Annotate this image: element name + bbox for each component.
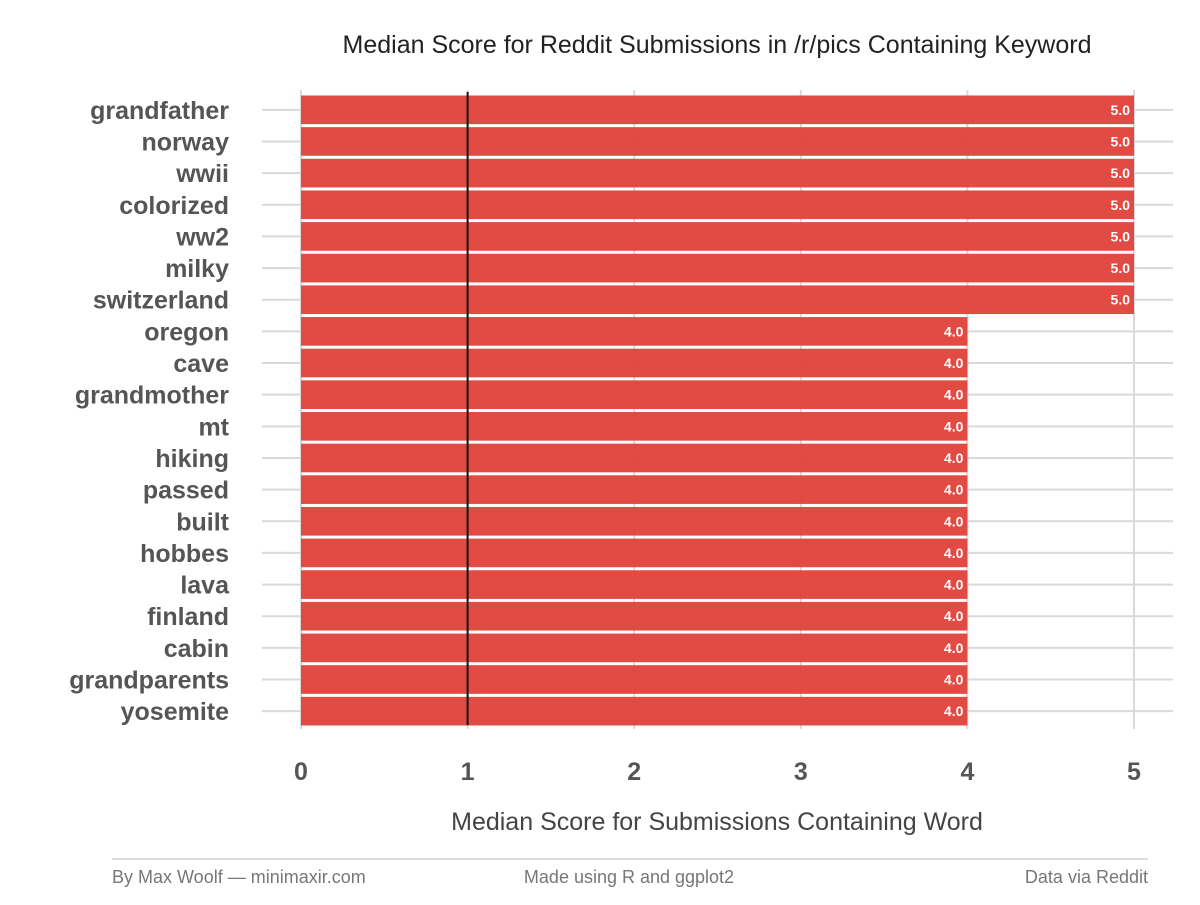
bar bbox=[301, 348, 968, 378]
bar bbox=[301, 190, 1134, 220]
bar-value-label: 4.0 bbox=[944, 672, 964, 688]
category-label: norway bbox=[141, 128, 229, 156]
bar-value-label: 4.0 bbox=[944, 355, 964, 371]
bar-value-label: 5.0 bbox=[1111, 197, 1131, 213]
bar bbox=[301, 412, 968, 441]
footer-source: Data via Reddit bbox=[1025, 867, 1148, 887]
category-label: hiking bbox=[155, 445, 229, 473]
category-label: mt bbox=[198, 413, 229, 441]
category-label: ww2 bbox=[175, 223, 229, 251]
category-label: grandparents bbox=[69, 667, 229, 695]
bar-value-label: 4.0 bbox=[944, 482, 964, 498]
footer-credit: By Max Woolf — minimaxir.com bbox=[112, 867, 366, 887]
category-label: oregon bbox=[144, 318, 229, 346]
bar bbox=[301, 253, 1134, 283]
bar bbox=[301, 222, 1134, 251]
category-label: grandfather bbox=[90, 97, 229, 125]
bar-value-label: 5.0 bbox=[1111, 165, 1131, 181]
category-label: finland bbox=[147, 603, 229, 631]
bar-value-label: 4.0 bbox=[944, 418, 964, 434]
category-label: hobbes bbox=[140, 540, 229, 568]
bar bbox=[301, 317, 968, 346]
bar-value-label: 4.0 bbox=[944, 513, 964, 529]
bar-value-label: 5.0 bbox=[1111, 228, 1131, 244]
bar bbox=[301, 95, 1134, 125]
bar bbox=[301, 538, 968, 568]
bar bbox=[301, 285, 1134, 315]
bar-value-label: 4.0 bbox=[944, 640, 964, 656]
bar-value-label: 4.0 bbox=[944, 577, 964, 593]
labels-layer: grandfather 5.0 norway 5.0 wwii 5.0 colorized 5… bbox=[69, 97, 1141, 786]
category-label: cave bbox=[173, 350, 229, 378]
bar-value-label: 4.0 bbox=[944, 608, 964, 624]
category-label: milky bbox=[165, 255, 229, 283]
category-label: colorized bbox=[119, 192, 229, 220]
x-tick-label: 3 bbox=[794, 758, 808, 786]
category-label: lava bbox=[180, 572, 230, 600]
category-label: passed bbox=[143, 477, 229, 505]
bar-value-label: 5.0 bbox=[1111, 292, 1131, 308]
bar-value-label: 4.0 bbox=[944, 703, 964, 719]
bar bbox=[301, 443, 968, 473]
bar-value-label: 5.0 bbox=[1111, 260, 1131, 276]
bars-layer bbox=[301, 95, 1134, 726]
bar bbox=[301, 475, 968, 504]
category-label: cabin bbox=[164, 635, 229, 663]
x-tick-label: 1 bbox=[461, 758, 475, 786]
x-tick-label: 5 bbox=[1127, 758, 1141, 786]
bar bbox=[301, 570, 968, 599]
category-label: switzerland bbox=[93, 287, 229, 315]
bar bbox=[301, 665, 968, 694]
chart-title: Median Score for Reddit Submissions in /… bbox=[343, 31, 1092, 59]
bar-value-label: 5.0 bbox=[1111, 133, 1131, 149]
category-label: built bbox=[176, 508, 229, 536]
bar bbox=[301, 158, 1134, 188]
bar bbox=[301, 601, 968, 631]
category-label: wwii bbox=[175, 160, 229, 188]
bar bbox=[301, 380, 968, 409]
bar bbox=[301, 127, 1134, 156]
x-axis-title: Median Score for Submissions Containing … bbox=[451, 808, 983, 836]
x-tick-label: 4 bbox=[960, 758, 974, 786]
bar-value-label: 4.0 bbox=[944, 450, 964, 466]
bar-value-label: 4.0 bbox=[944, 387, 964, 403]
x-tick-label: 0 bbox=[294, 758, 308, 786]
x-tick-label: 2 bbox=[627, 758, 641, 786]
bar bbox=[301, 506, 968, 536]
bar-value-label: 4.0 bbox=[944, 323, 964, 339]
category-label: yosemite bbox=[121, 698, 229, 726]
category-label: grandmother bbox=[75, 382, 229, 410]
bar-value-label: 4.0 bbox=[944, 545, 964, 561]
bar bbox=[301, 696, 968, 726]
bar-value-label: 5.0 bbox=[1111, 102, 1131, 118]
footer-tools: Made using R and ggplot2 bbox=[524, 867, 734, 887]
bar bbox=[301, 633, 968, 663]
